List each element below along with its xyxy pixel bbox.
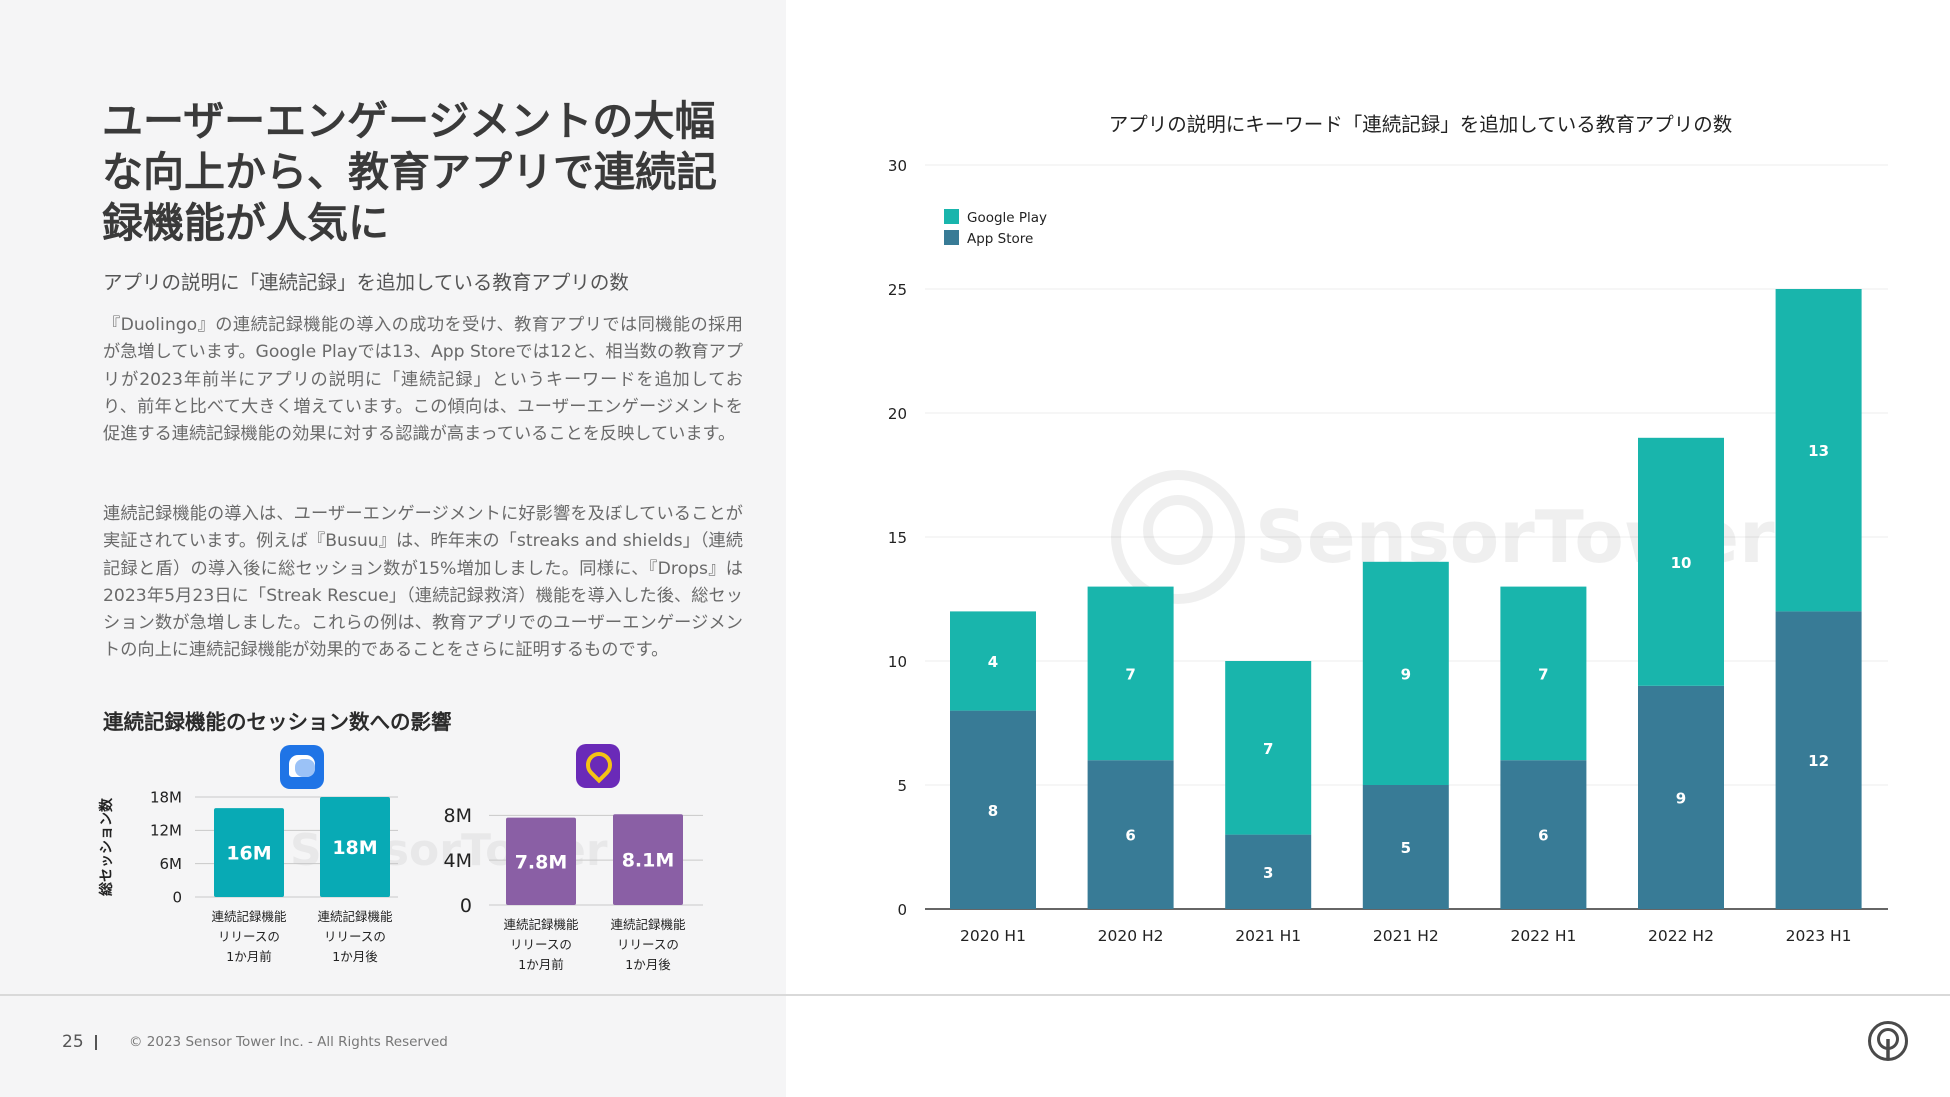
body-paragraph-1: 『Duolingo』の連続記録機能の導入の成功を受け、教育アプリでは同機能の採用… — [103, 315, 743, 445]
bar-google-play — [1638, 437, 1724, 686]
data-label-google-play: 4 — [988, 653, 998, 671]
drops-category-label: 1か月後 — [625, 957, 671, 972]
bar-app-store — [1362, 785, 1449, 909]
chart-title: アプリの説明にキーワード「連続記録」を追加している教育アプリの数 — [1109, 113, 1732, 136]
y-tick-label: 25 — [888, 281, 907, 299]
bar-google-play — [1225, 661, 1312, 835]
data-label-google-play: 7 — [1125, 665, 1135, 683]
legend-swatch — [944, 209, 959, 224]
watermark-inner-icon — [1143, 495, 1213, 565]
busuu-category-label: 連続記録機能 — [211, 909, 287, 924]
bar-app-store — [1500, 760, 1587, 909]
busuu-y-tick-label: 6M — [160, 855, 183, 873]
data-label-app-store: 9 — [1676, 789, 1686, 807]
busuu-app-icon — [280, 745, 324, 789]
page-number: 25 — [62, 1032, 84, 1052]
busuu-category-label: リリースの — [324, 929, 386, 944]
data-label-google-play: 7 — [1538, 665, 1548, 683]
drops-bar — [613, 814, 683, 905]
y-tick-label: 20 — [888, 405, 907, 423]
x-tick-label: 2022 H1 — [1510, 927, 1576, 945]
bar-app-store — [1087, 760, 1174, 909]
data-label-google-play: 9 — [1401, 665, 1411, 683]
y-tick-label: 0 — [897, 901, 907, 919]
drops-y-tick-label: 8M — [444, 805, 472, 827]
busuu-y-tick-label: 18M — [150, 788, 182, 806]
bar-app-store — [1775, 611, 1862, 909]
busuu-bar — [320, 797, 390, 897]
busuu-y-tick-label: 0 — [172, 888, 182, 906]
right-panel: アプリの説明にキーワード「連続記録」を追加している教育アプリの数 0 5 10 15 20… — [786, 0, 1950, 995]
drops-value-label: 8.1M — [622, 850, 675, 872]
drops-y-tick-label: 4M — [444, 850, 472, 872]
x-tick-label: 2020 H2 — [1098, 927, 1164, 945]
bar-google-play — [1775, 289, 1862, 612]
data-label-google-play: 13 — [1808, 442, 1829, 460]
bar-google-play — [1500, 586, 1587, 761]
sensor-tower-logo-icon — [1868, 1021, 1908, 1061]
page-number-separator — [95, 1035, 97, 1050]
data-label-google-play: 10 — [1671, 554, 1692, 572]
x-tick-label: 2021 H1 — [1235, 927, 1301, 945]
x-tick-label: 2023 H1 — [1786, 927, 1852, 945]
y-tick-label: 15 — [888, 529, 907, 547]
copyright: © 2023 Sensor Tower Inc. - All Rights Re… — [129, 1034, 448, 1050]
busuu-y-tick-label: 12M — [150, 822, 182, 840]
legend-label: App Store — [967, 231, 1033, 247]
y-tick-label: 10 — [888, 653, 907, 671]
busuu-bar — [214, 808, 284, 897]
bar-app-store — [1225, 834, 1312, 909]
drops-category-label: 連続記録機能 — [610, 917, 686, 932]
drops-category-label: 連続記録機能 — [503, 917, 579, 932]
left-panel: ユーザーエンゲージメントの大幅な向上から、教育アプリで連続記録機能が人気に アプ… — [0, 0, 786, 1097]
drops-y-tick-label: 0 — [460, 895, 472, 917]
x-tick-label: 2022 H2 — [1648, 927, 1714, 945]
main-chart: アプリの説明にキーワード「連続記録」を追加している教育アプリの数 0 5 10 15 20… — [888, 113, 1888, 945]
bar-app-store — [950, 710, 1036, 909]
data-label-app-store: 12 — [1808, 752, 1829, 770]
y-tick-label: 5 — [897, 777, 907, 795]
bar-google-play — [1362, 561, 1449, 785]
bar-app-store — [1638, 685, 1724, 909]
data-label-app-store: 5 — [1401, 839, 1411, 857]
busuu-category-label: 連続記録機能 — [317, 909, 393, 924]
data-label-google-play: 7 — [1263, 740, 1273, 758]
busuu-category-label: 1か月前 — [226, 949, 271, 964]
drops-bar — [506, 817, 576, 905]
x-tick-label: 2021 H2 — [1373, 927, 1439, 945]
page-subtitle: アプリの説明に「連続記録」を追加している教育アプリの数 — [103, 271, 629, 294]
busuu-value-label: 16M — [226, 843, 271, 865]
drops-category-label: リリースの — [510, 937, 572, 952]
y-tick-label: 30 — [888, 157, 907, 175]
bar-google-play — [950, 611, 1036, 711]
legend-swatch — [944, 230, 959, 245]
busuu-ylabel: 総セッション数 — [98, 797, 115, 896]
busuu-category-label: 1か月後 — [332, 949, 378, 964]
drops-value-label: 7.8M — [515, 851, 568, 873]
footer-divider — [0, 994, 1950, 996]
mini-charts: SensorTower 総セッション数06M12M18M16M連続記録機能リリー… — [98, 788, 703, 972]
body-paragraph-2: 連続記録機能の導入は、ユーザーエンゲージメントに好影響を及ぼしていることが実証さ… — [103, 504, 743, 661]
legend-label: Google Play — [967, 210, 1047, 226]
busuu-category-label: リリースの — [218, 929, 280, 944]
page-title: ユーザーエンゲージメントの大幅な向上から、教育アプリで連続記録機能が人気に — [102, 97, 717, 247]
data-label-app-store: 6 — [1125, 827, 1135, 845]
data-label-app-store: 6 — [1538, 827, 1548, 845]
x-tick-label: 2020 H1 — [960, 927, 1026, 945]
data-label-app-store: 8 — [988, 802, 998, 820]
drops-app-icon — [576, 744, 620, 788]
watermark-ring-icon — [1111, 470, 1245, 604]
data-label-app-store: 3 — [1263, 864, 1273, 882]
section-title: 連続記録機能のセッション数への影響 — [103, 710, 452, 734]
busuu-bubble-2-icon — [295, 759, 315, 777]
busuu-value-label: 18M — [332, 837, 377, 859]
bar-google-play — [1087, 586, 1174, 761]
busuu-ylabel-group: 総セッション数 — [98, 797, 115, 896]
drops-category-label: リリースの — [617, 937, 679, 952]
drops-category-label: 1か月前 — [518, 957, 563, 972]
